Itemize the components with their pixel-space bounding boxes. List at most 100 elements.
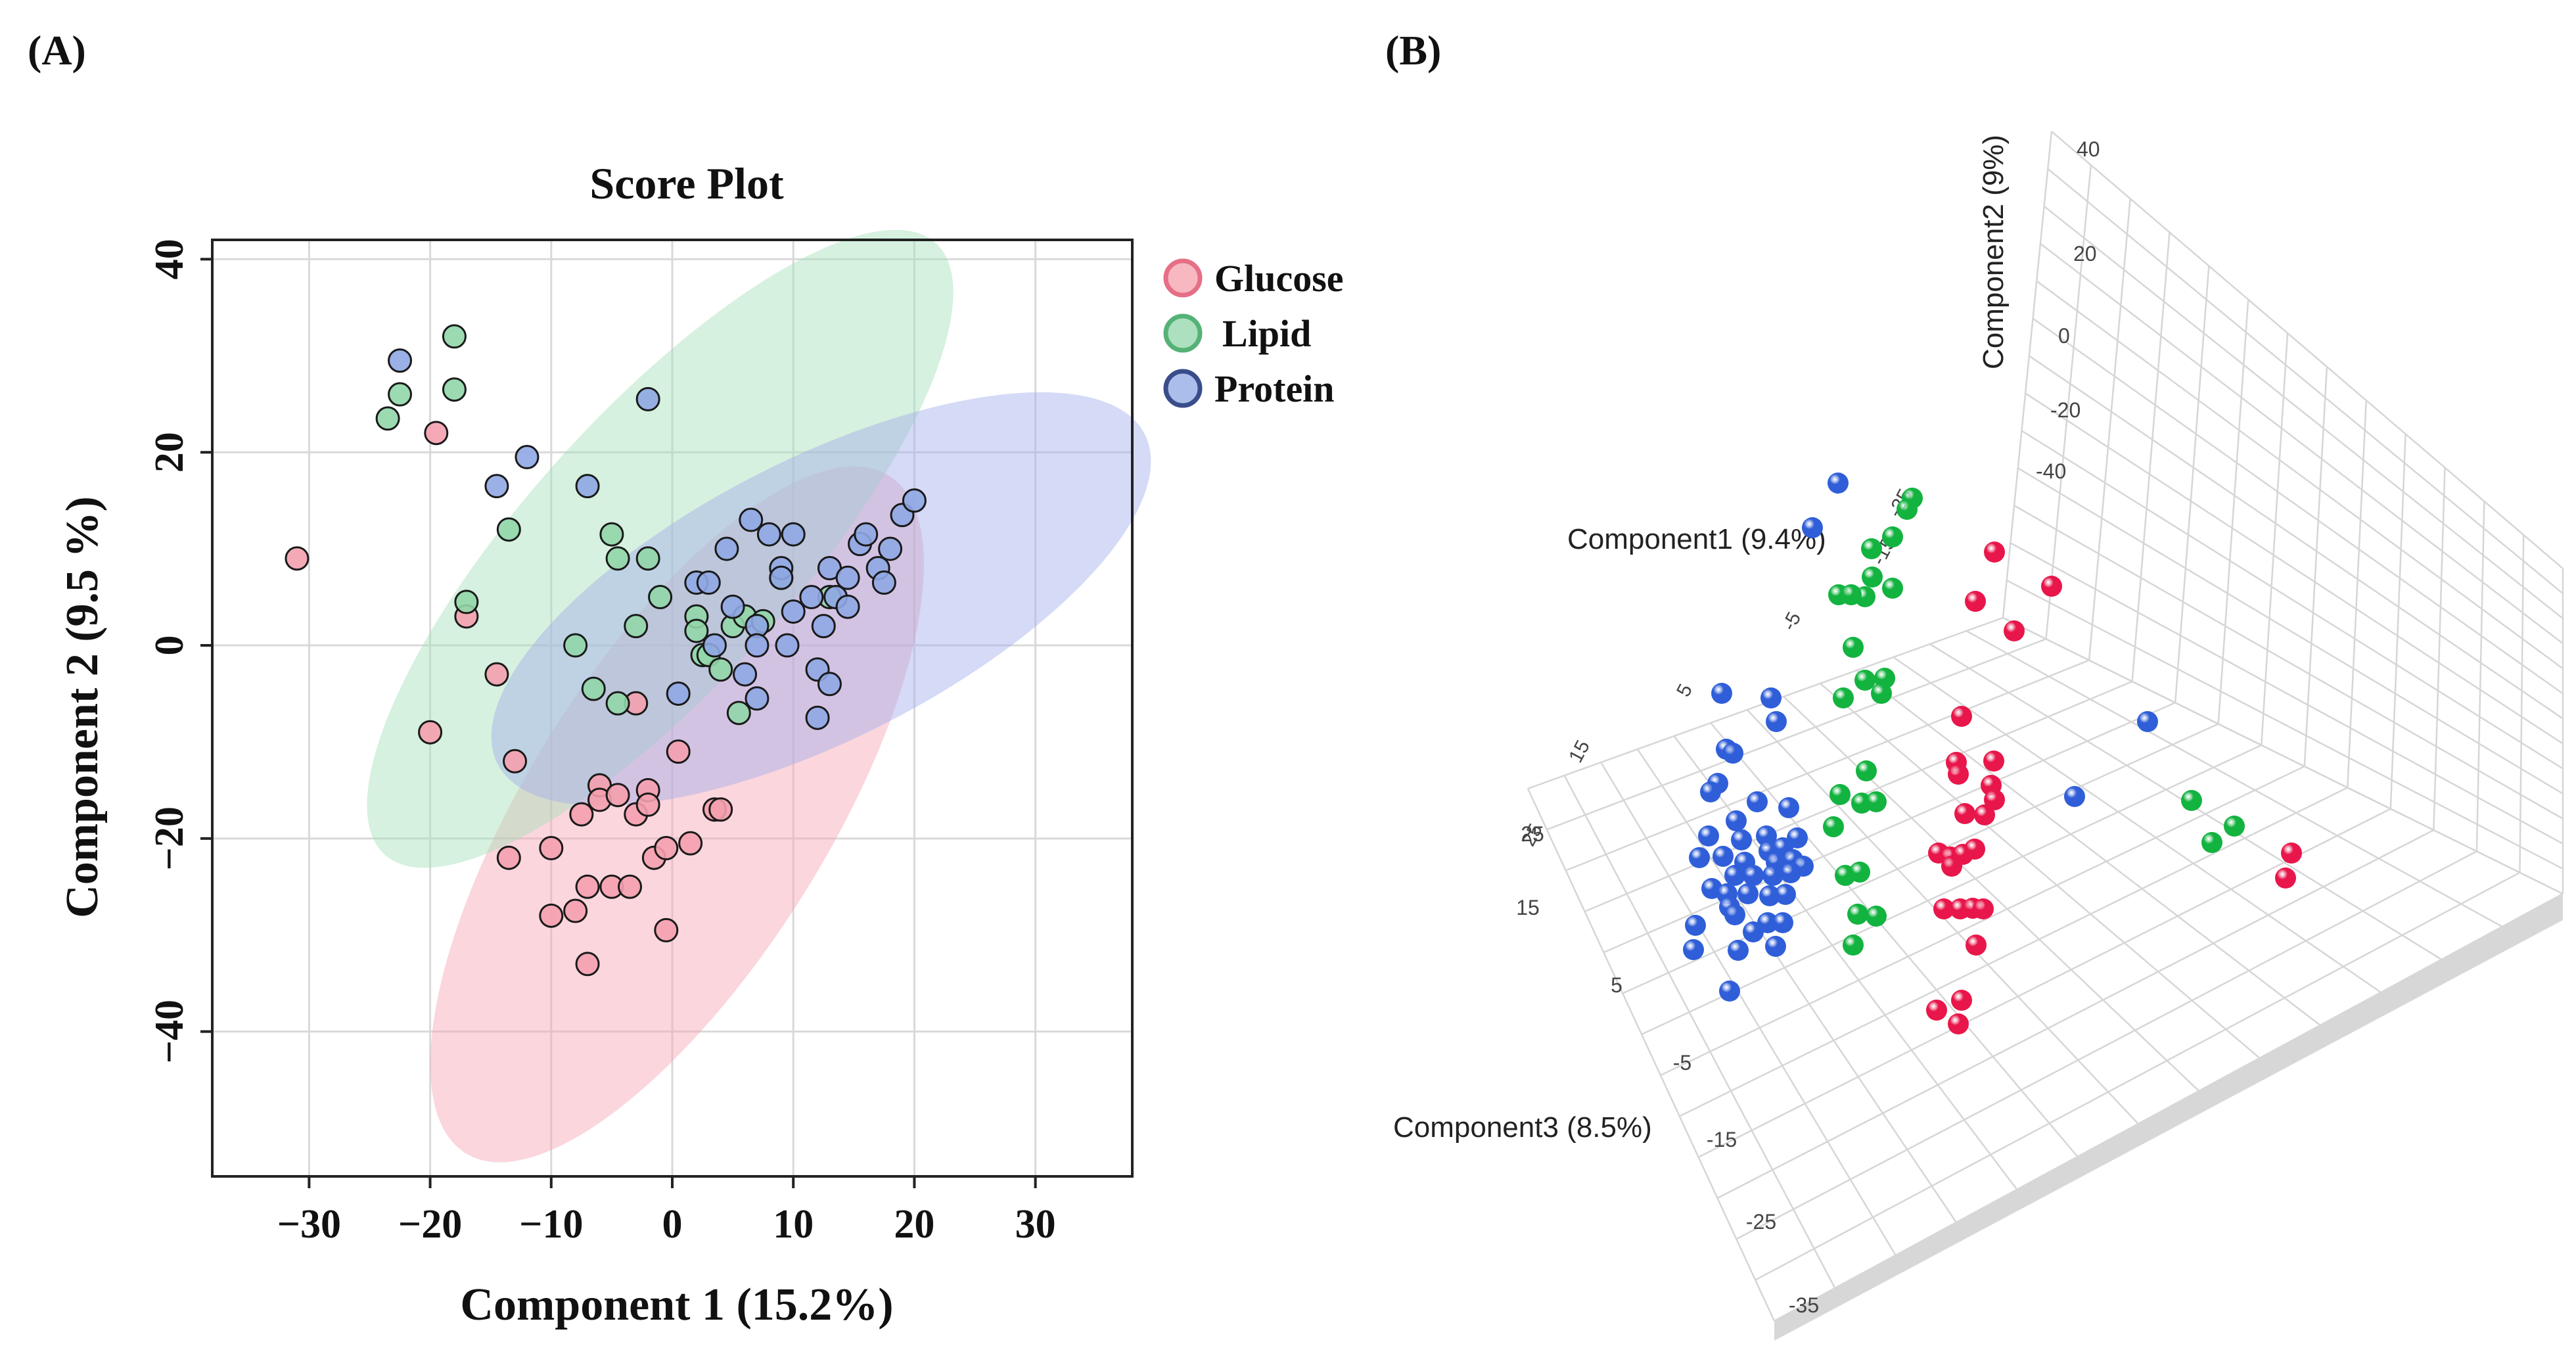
legend: Glucose Lipid Protein bbox=[1163, 257, 1344, 410]
point-protein bbox=[811, 614, 836, 639]
sphere-green bbox=[1829, 784, 1851, 805]
wall-grid-line bbox=[2021, 430, 2564, 770]
wall-grid-line bbox=[2025, 392, 2564, 745]
floor-grid-line bbox=[1565, 659, 2090, 871]
point-protein bbox=[745, 686, 770, 711]
sphere-blue bbox=[1737, 883, 1759, 904]
sphere-red bbox=[1951, 990, 1972, 1011]
sphere-green bbox=[1862, 567, 1883, 588]
point-protein bbox=[835, 565, 860, 590]
sphere-blue bbox=[1760, 687, 1782, 708]
sphere-red bbox=[1983, 751, 2004, 772]
point-lipid bbox=[454, 590, 479, 614]
y-axis-label: Component 2 (9.5 %) bbox=[57, 496, 108, 918]
sphere-green bbox=[1882, 526, 1903, 547]
point-lipid bbox=[708, 657, 733, 682]
point-glucose bbox=[539, 903, 564, 928]
component1-tick-label: 15 bbox=[1565, 737, 1594, 766]
sphere-blue bbox=[1726, 810, 1747, 831]
point-glucose bbox=[418, 720, 443, 745]
sphere-green bbox=[1843, 935, 1864, 956]
y-tick-label: 40 bbox=[147, 239, 192, 279]
point-lipid bbox=[442, 377, 467, 402]
confidence-ellipse-glucose bbox=[430, 466, 924, 1163]
sphere-blue bbox=[1778, 797, 1799, 818]
point-glucose bbox=[496, 845, 521, 870]
panel-b-label: (B) bbox=[1385, 27, 1441, 74]
sphere-blue bbox=[1787, 827, 1808, 848]
wall-grid-line bbox=[2036, 280, 2564, 670]
point-lipid bbox=[599, 522, 624, 547]
floor-grid-line bbox=[1856, 670, 2321, 1026]
axis-ticks: −30 −20 −10 0 10 20 30 −40 −20 0 20 40 bbox=[147, 239, 1056, 1247]
wall-grid-line bbox=[2389, 434, 2406, 809]
panel-a-label: (A) bbox=[28, 27, 86, 74]
sphere-green bbox=[1897, 499, 1918, 520]
x-tick-label: 20 bbox=[894, 1202, 934, 1247]
wall-grid-line bbox=[2032, 317, 2564, 695]
floor-grid-line bbox=[1603, 702, 2176, 954]
sphere-green bbox=[1866, 906, 1887, 927]
floor-grid-line bbox=[1893, 656, 2381, 994]
point-glucose bbox=[569, 802, 594, 827]
sphere-red bbox=[2281, 843, 2302, 864]
floor-grid-line bbox=[1563, 775, 1836, 1289]
point-protein bbox=[878, 536, 903, 561]
point-protein bbox=[388, 348, 413, 373]
point-glucose bbox=[635, 792, 660, 817]
wall-grid-line bbox=[2002, 131, 2053, 618]
chart-title: Score Plot bbox=[589, 158, 784, 208]
point-glucose bbox=[424, 421, 449, 446]
floor-grid-line bbox=[1636, 749, 1957, 1223]
sphere-green bbox=[1882, 578, 1903, 599]
sphere-red bbox=[1926, 1000, 1947, 1021]
sphere-blue bbox=[1685, 915, 1706, 936]
component3-tick-label: 5 bbox=[1611, 973, 1622, 997]
floor-grid-line bbox=[1622, 723, 2219, 994]
sphere-green bbox=[1866, 791, 1887, 812]
wall-grid-line bbox=[2040, 243, 2564, 645]
floor-grid-line bbox=[1660, 766, 2305, 1076]
component1-label: Component1 (9.4%) bbox=[1567, 523, 1826, 555]
point-lipid bbox=[635, 546, 660, 571]
y-tick-label: 0 bbox=[147, 636, 192, 656]
point-protein bbox=[575, 474, 600, 499]
wall-grid-line bbox=[2475, 501, 2485, 852]
point-protein bbox=[484, 474, 509, 499]
point-protein bbox=[781, 522, 806, 547]
sphere-blue bbox=[1762, 865, 1783, 886]
component3-tick-label: -5 bbox=[1673, 1051, 1691, 1075]
point-glucose bbox=[654, 836, 679, 861]
point-lipid bbox=[726, 701, 751, 726]
component2-tick-label: -40 bbox=[2036, 459, 2066, 483]
x-tick-label: −10 bbox=[519, 1202, 583, 1247]
legend-label-lipid: Lipid bbox=[1222, 312, 1311, 355]
component2-tick-label: 20 bbox=[2073, 242, 2097, 266]
sphere-blue bbox=[1698, 825, 1719, 846]
sphere-green bbox=[1847, 904, 1868, 925]
wall-grid-line bbox=[2347, 400, 2368, 788]
point-lipid bbox=[563, 633, 588, 658]
point-protein bbox=[515, 445, 540, 470]
point-protein bbox=[733, 662, 758, 687]
sphere-blue bbox=[1743, 921, 1764, 942]
wall-grid-line bbox=[2045, 165, 2092, 639]
sphere-red bbox=[1964, 839, 1985, 860]
sphere-blue bbox=[1747, 791, 1768, 812]
wall-grid-line bbox=[2029, 355, 2564, 720]
floor-grid-line bbox=[1710, 722, 2079, 1157]
wall-grid-line bbox=[2013, 505, 2564, 820]
component1-tick-label: 5 bbox=[1672, 680, 1697, 700]
sphere-red bbox=[2041, 576, 2062, 597]
point-glucose bbox=[563, 898, 588, 923]
point-glucose bbox=[605, 783, 630, 808]
wall-grid-line bbox=[2433, 467, 2446, 831]
x-tick-label: 0 bbox=[662, 1202, 683, 1247]
floor-grid-line bbox=[1820, 683, 2261, 1059]
sphere-red bbox=[1948, 764, 1969, 785]
point-protein bbox=[871, 570, 896, 595]
floor-grid-line bbox=[1736, 850, 2477, 1240]
point-protein bbox=[635, 386, 660, 411]
point-glucose bbox=[708, 797, 733, 822]
